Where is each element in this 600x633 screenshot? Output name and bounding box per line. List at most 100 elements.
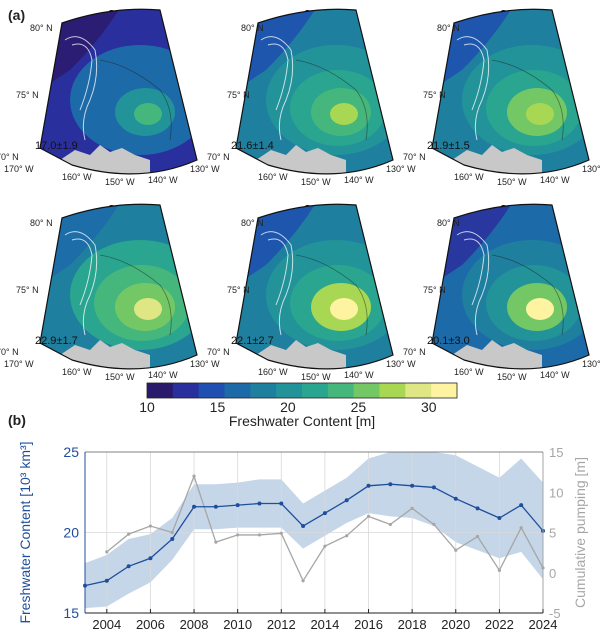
fwc-point	[213, 504, 218, 509]
map-value-label: 21.9±1.5	[427, 140, 470, 152]
colorbar-swatch	[327, 383, 355, 398]
lon-label: 160° W	[454, 367, 484, 377]
map-frame	[39, 203, 198, 370]
bathymetry-contour	[64, 231, 98, 336]
lon-label: 140° W	[344, 175, 374, 185]
pumping-point	[454, 548, 458, 552]
x-tick-label: 2018	[398, 617, 427, 632]
lon-label: 160° W	[258, 367, 288, 377]
pumping-point	[257, 533, 262, 537]
bathymetry-contour	[267, 238, 289, 306]
fwc-contour	[295, 59, 368, 141]
pumping-point	[323, 544, 327, 548]
map-field	[40, 9, 197, 174]
field-contour	[134, 103, 162, 125]
fwc-point	[104, 578, 109, 583]
pumping-point	[105, 550, 109, 554]
x-tick-label: 2014	[310, 617, 339, 632]
pumping-point	[388, 522, 392, 527]
lon-label: 130° W	[386, 164, 416, 174]
lon-label: 150° W	[301, 177, 331, 187]
lon-label: 160° W	[62, 172, 92, 182]
lon-label: 130° W	[190, 164, 220, 174]
map-value-label: 22.9±1.7	[35, 335, 78, 347]
lon-label: 160° W	[454, 172, 484, 182]
map-frame	[235, 203, 394, 370]
lon-label: 150° W	[105, 372, 135, 382]
fwc-point	[192, 504, 197, 509]
lon-label: 150° W	[497, 372, 527, 382]
fwc-point	[519, 503, 524, 508]
lat-label: 80° N	[437, 23, 460, 33]
pumping-point	[279, 531, 283, 535]
colorbar-frame	[146, 382, 458, 399]
colorbar: 10 15 20 25 30 Freshwater Content [m]	[139, 382, 458, 429]
y-tick-label: 20	[63, 525, 79, 541]
fwc-contour	[491, 59, 564, 141]
map-frame	[431, 8, 590, 175]
bathymetry-contour	[463, 238, 485, 306]
bathymetry-contour	[260, 231, 294, 336]
bathymetry-contour	[267, 43, 289, 111]
map-value-label: 21.6±1.4	[231, 140, 274, 152]
pumping-point	[519, 526, 523, 530]
lat-label: 75° N	[16, 90, 39, 100]
lat-label: 70° N	[0, 347, 19, 357]
fwc-contour	[99, 59, 172, 141]
fwc-point	[279, 501, 284, 506]
lat-label: 75° N	[423, 90, 446, 100]
fwc-contour	[491, 254, 564, 336]
lon-label: 140° W	[540, 370, 570, 380]
lon-label: 140° W	[344, 370, 374, 380]
fwc-point	[170, 536, 175, 541]
colorbar-tick: 25	[351, 399, 367, 415]
pumping-point	[410, 506, 414, 510]
y2-tick-label: 15	[549, 445, 563, 460]
field-contour	[526, 298, 554, 320]
bathymetry-contour	[64, 36, 98, 141]
colorbar-tick: 15	[210, 399, 226, 415]
lon-label: 150° W	[497, 177, 527, 187]
colorbar-swatch	[431, 383, 458, 398]
land-mask	[452, 340, 542, 369]
fwc-point	[497, 516, 502, 521]
pumping-point	[366, 514, 371, 519]
x-tick-label: 2004	[92, 617, 121, 632]
lat-label: 70° N	[403, 152, 426, 162]
fwc-point	[322, 511, 327, 516]
map-frame	[39, 8, 198, 175]
field-contour	[330, 103, 358, 125]
lon-label: 150° W	[105, 177, 135, 187]
lat-label: 80° N	[30, 23, 53, 33]
lon-label: 130° W	[386, 359, 416, 369]
pumping-point	[127, 532, 131, 536]
y-tick-label: 15	[63, 605, 79, 621]
lon-label: 150° W	[301, 372, 331, 382]
lon-label: 140° W	[540, 175, 570, 185]
colorbar-swatch	[353, 383, 380, 398]
lat-label: 70° N	[207, 347, 230, 357]
lat-label: 80° N	[241, 23, 264, 33]
y2-tick-label: 5	[549, 526, 556, 541]
fwc-point	[453, 496, 458, 501]
lon-label: 140° W	[148, 175, 178, 185]
fwc-contour	[295, 254, 368, 336]
bathymetry-contour	[463, 43, 485, 111]
lon-label: 170° W	[4, 164, 34, 174]
uncertainty-band	[85, 452, 543, 609]
colorbar-tick: 10	[139, 399, 155, 415]
x-tick-label: 2008	[180, 617, 209, 632]
colorbar-swatch	[198, 383, 225, 398]
colorbar-swatch	[302, 383, 329, 398]
colorbar-swatch	[147, 383, 174, 398]
y2-axis-label: Cumulative pumping [m]	[572, 457, 588, 608]
x-tick-label: 2012	[267, 617, 296, 632]
colorbar-swatch	[379, 383, 406, 398]
lon-label: 160° W	[62, 367, 92, 377]
y2-tick-label: 0	[549, 566, 556, 581]
bathymetry-contour	[456, 231, 490, 336]
